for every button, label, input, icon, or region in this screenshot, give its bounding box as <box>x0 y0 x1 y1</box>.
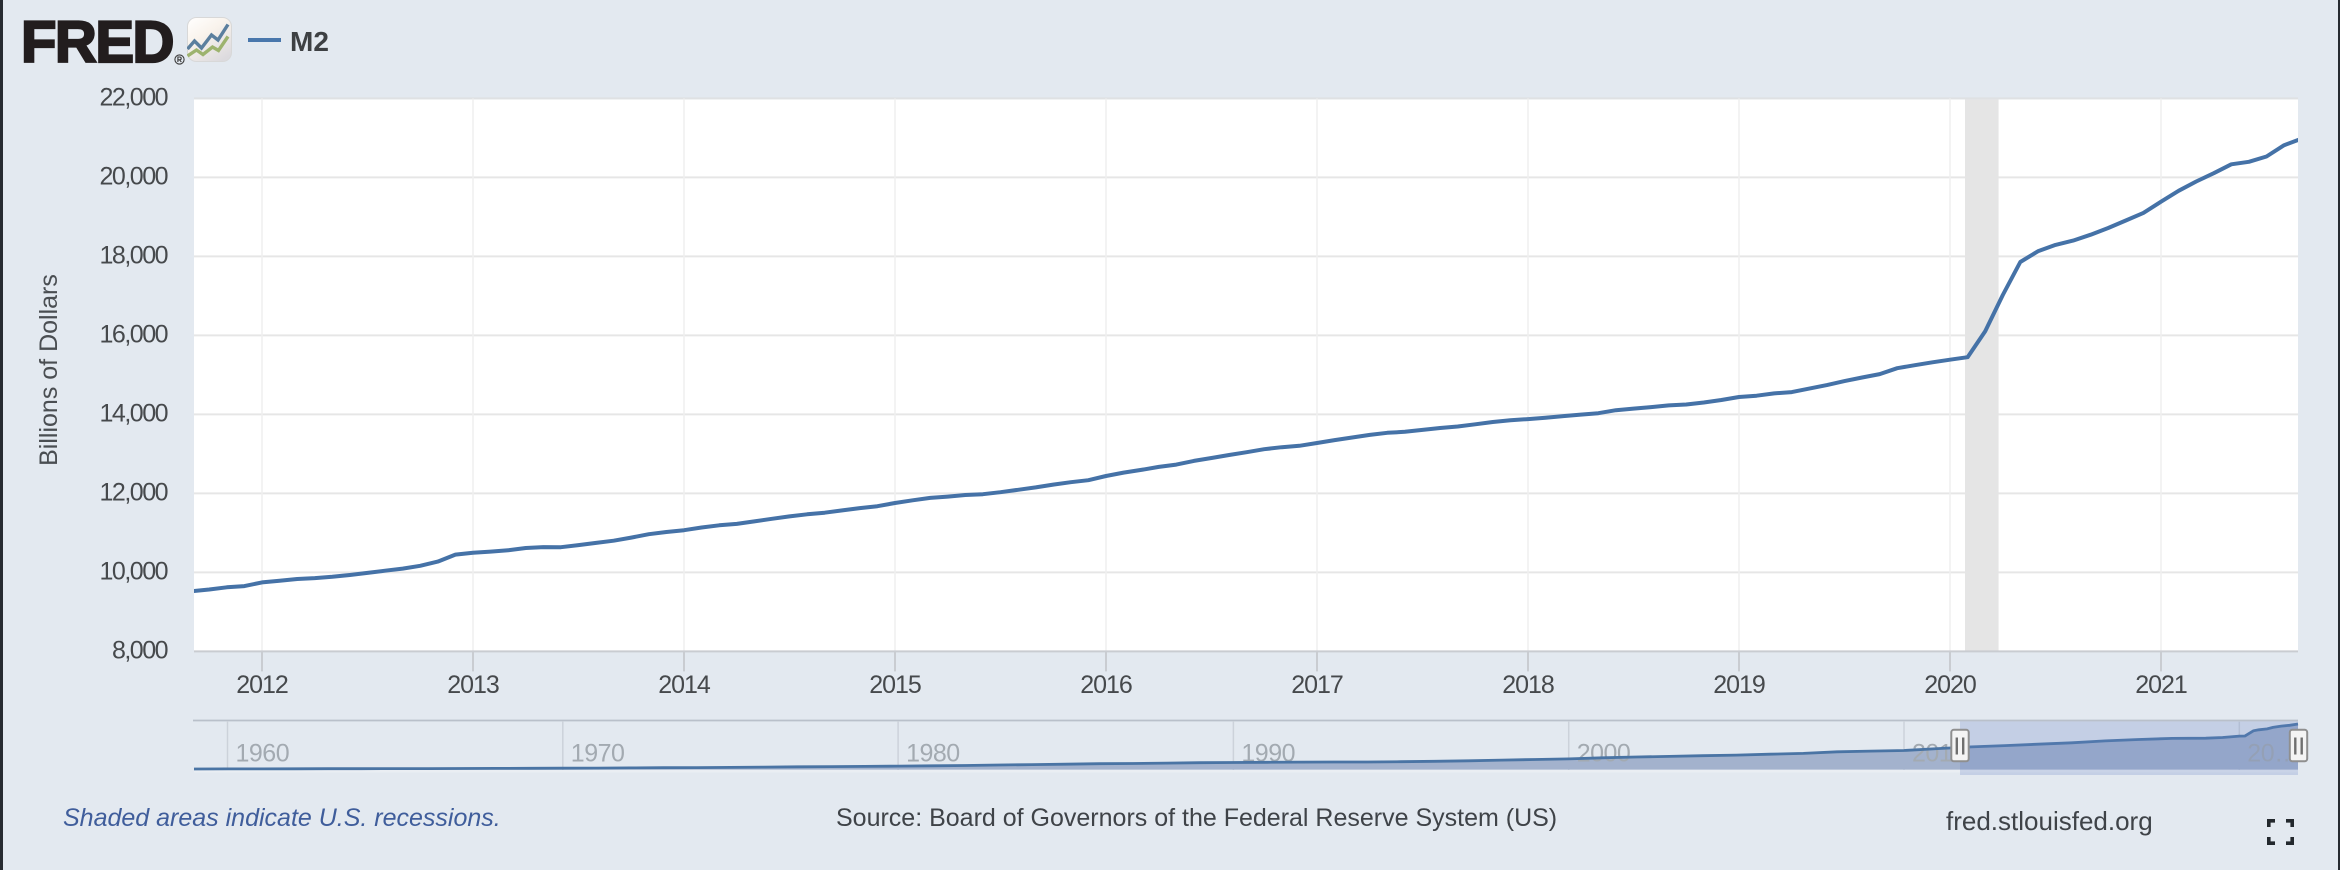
svg-text:1980: 1980 <box>906 740 960 768</box>
svg-text:2000: 2000 <box>1577 740 1631 768</box>
svg-text:1970: 1970 <box>571 740 625 768</box>
svg-text:1960: 1960 <box>236 740 290 768</box>
